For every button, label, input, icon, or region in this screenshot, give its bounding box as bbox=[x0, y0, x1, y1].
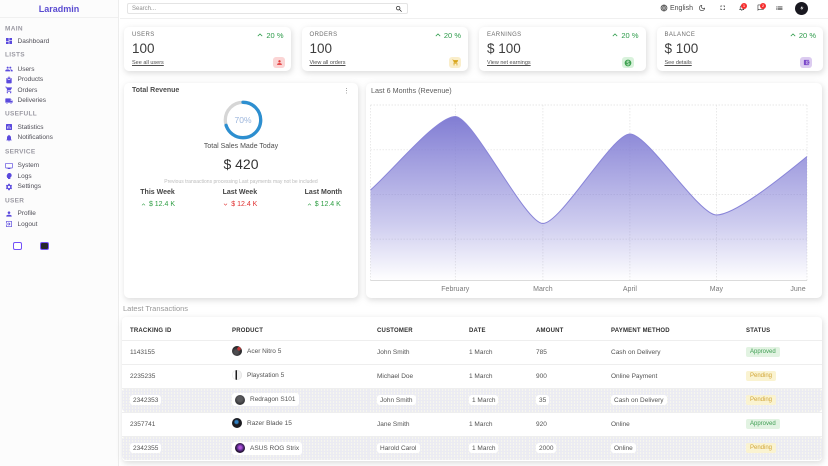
svg-text:February: February bbox=[441, 286, 470, 293]
svg-text:70%: 70% bbox=[234, 115, 251, 125]
svg-text:March: March bbox=[533, 286, 553, 293]
svg-text:April: April bbox=[623, 286, 637, 293]
svg-text:May: May bbox=[710, 286, 724, 293]
svg-text:June: June bbox=[790, 286, 805, 293]
